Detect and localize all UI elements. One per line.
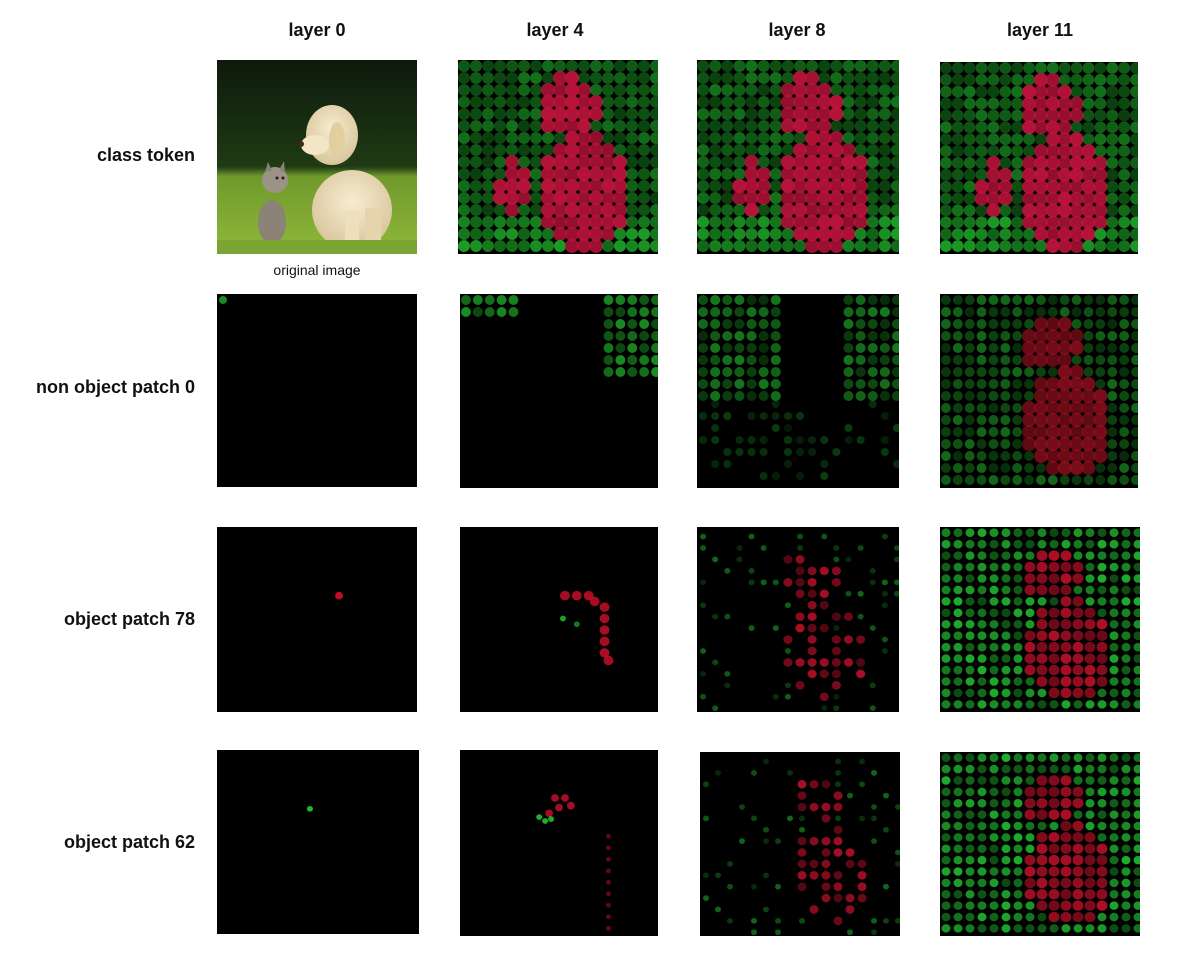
row-header-non-object-patch-0: non object patch 0 [35,377,195,397]
map-patch-62-layer-4 [460,750,658,936]
map-class-token-layer-11 [940,62,1138,254]
map-patch-78-layer-0 [217,527,417,712]
map-non-object-layer-11 [940,294,1138,488]
map-patch-78-layer-11 [940,527,1140,712]
original-image-caption: original image [273,262,361,278]
map-patch-62-layer-8 [700,752,900,936]
map-patch-62-layer-11 [940,752,1140,936]
map-patch-78-layer-8 [697,527,899,712]
map-patch-78-layer-4 [460,527,658,712]
map-class-token-layer-4 [458,60,658,254]
map-non-object-layer-0 [217,294,417,487]
map-patch-62-layer-0 [217,750,419,934]
column-header-layer-11: layer 11 [1006,20,1074,40]
original-image [217,60,417,254]
map-non-object-layer-8 [697,294,899,488]
row-header-class-token: class token [96,145,195,165]
row-header-object-patch-78: object patch 78 [63,609,195,629]
row-header-object-patch-62: object patch 62 [63,832,195,852]
map-class-token-layer-8 [697,60,899,254]
map-non-object-layer-4 [460,294,658,488]
column-header-layer-0: layer 0 [288,20,346,40]
column-header-layer-4: layer 4 [526,20,584,40]
column-header-layer-8: layer 8 [768,20,826,40]
